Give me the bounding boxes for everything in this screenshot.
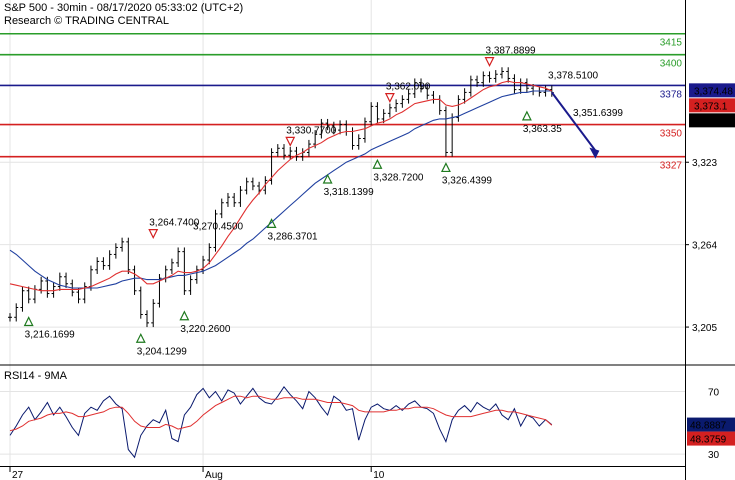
price-tag-label: 3,372.85: [694, 116, 733, 127]
level-label-3378: 3378: [660, 89, 683, 100]
up-triangle-marker: [372, 158, 383, 169]
rsi-tag-label: 48.3759: [690, 435, 727, 446]
swing-low-label: 3,363.35: [523, 124, 562, 135]
up-triangle-marker: [322, 173, 333, 184]
swing-low-label: 3,204.1299: [137, 346, 187, 357]
time-tick-label: 27: [12, 470, 24, 480]
level-label-3350: 3350: [660, 129, 683, 140]
up-triangle-marker: [440, 162, 451, 173]
up-triangle-marker: [135, 332, 146, 343]
swing-high-label: 3,264.7400: [149, 218, 199, 229]
price-tick-label: 3,264: [692, 241, 717, 252]
price-tag-box: [689, 83, 735, 98]
ma-slow-line: [9, 90, 552, 289]
rsi-panel: [0, 366, 685, 466]
down-triangle-marker: [384, 93, 395, 103]
level-label-3415: 3415: [660, 38, 683, 49]
level-label-3327: 3327: [660, 161, 683, 172]
down-triangle-marker: [285, 136, 296, 147]
price-annotation: 3,378.5100: [548, 71, 598, 82]
projection-arrow-head: [589, 147, 600, 159]
rsi-line: [9, 385, 553, 459]
swing-high-label: 3,362.090: [386, 82, 431, 93]
level-lines: 3415 3400 3378 3350 3327: [0, 32, 685, 172]
swing-high-label: 3,387.8899: [486, 46, 536, 57]
price-annotation: 3,270.4500: [193, 222, 243, 233]
swing-low-label: 3,318.1399: [324, 187, 374, 198]
price-tag-box: [689, 113, 735, 128]
axes: 3,205 3,264 3,323 27 Aug 10 70 30: [9, 158, 720, 480]
rsi-tag-box: [687, 431, 735, 446]
rsi-tag-label: 48.8887: [690, 421, 727, 432]
price-panel: [0, 0, 685, 364]
swing-low-label: 3,286.3701: [268, 231, 318, 242]
rsi-series: [9, 385, 553, 459]
chart-source: Research © TRADING CENTRAL: [4, 15, 169, 27]
up-triangle-marker: [521, 110, 532, 121]
chart-title: S&P 500 - 30min - 08/17/2020 05:33:02 (U…: [4, 2, 243, 14]
rsi-tag-box: [687, 417, 735, 432]
up-triangle-marker: [266, 218, 277, 229]
gridlines: [0, 0, 685, 466]
swing-low-label: 3,216.1699: [25, 329, 75, 340]
swing-high-label: 3,330.7700: [286, 125, 336, 136]
rsi-title: RSI14 - 9MA: [4, 370, 68, 382]
level-label-3400: 3400: [660, 59, 683, 70]
price-tick-label: 3,323: [692, 158, 717, 169]
swing-low-label: 3,326.4399: [442, 175, 492, 186]
price-tag-label: 3,373.1: [694, 101, 728, 112]
price-tag-box: [689, 98, 735, 113]
price-series: [8, 67, 600, 328]
price-tag-label: 3,374.48: [694, 86, 733, 97]
up-triangle-marker: [179, 310, 190, 321]
swing-low-label: 3,328.7200: [373, 172, 423, 183]
rsi-ma-line: [9, 395, 553, 432]
price-axis: [685, 0, 735, 480]
up-triangle-marker: [23, 316, 34, 327]
price-tags: 3,374.48 3,373.1 3,372.85 48.8887 48.3759: [687, 83, 735, 446]
projection-arrow-shaft: [550, 91, 597, 152]
down-triangle-marker: [484, 57, 495, 67]
time-tick-label: Aug: [205, 470, 223, 480]
rsi-tick-label: 30: [708, 450, 720, 461]
down-triangle-marker: [148, 229, 159, 239]
swing-markers: 3,216.1699 3,204.1299 3,264.7400 3,220.2600…: [23, 46, 623, 357]
price-annotation: 3,351.6399: [573, 108, 623, 119]
time-tick-label: 10: [373, 470, 385, 480]
ma-fast-line: [9, 80, 553, 292]
rsi-tick-label: 70: [708, 388, 720, 399]
swing-low-label: 3,220.2600: [180, 324, 230, 335]
price-tick-label: 3,205: [692, 323, 717, 334]
